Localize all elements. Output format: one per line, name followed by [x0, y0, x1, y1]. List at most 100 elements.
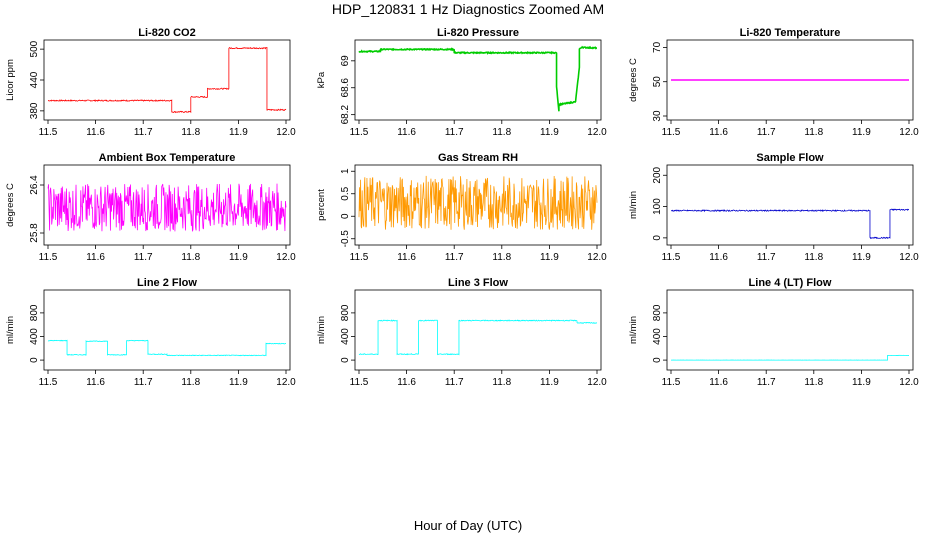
data-series-line — [47, 339, 287, 357]
panel-title: Li-820 Temperature — [740, 27, 841, 39]
x-tick-label: 11.5 — [350, 127, 369, 138]
y-tick-label: 25.8 — [29, 223, 40, 243]
x-tick-label: 11.7 — [134, 252, 153, 263]
x-tick-label: 11.7 — [445, 127, 464, 138]
y-axis-label: ml/min — [316, 316, 327, 344]
chart-panel-3: Li-820 Temperature 11.5 11.6 11.7 11.8 11.9 12… — [628, 27, 919, 138]
x-tick-label: 11.8 — [492, 252, 511, 263]
x-tick-label: 11.5 — [662, 127, 681, 138]
y-axis-label: kPa — [316, 71, 327, 88]
y-tick-label: 800 — [652, 304, 663, 321]
x-tick-label: 11.6 — [709, 377, 728, 388]
panel-frame — [354, 39, 602, 121]
x-tick-label: 11.6 — [397, 127, 416, 138]
data-series-line — [47, 183, 287, 232]
panel-title: Ambient Box Temperature — [99, 152, 236, 164]
x-tick-label: 11.5 — [662, 377, 681, 388]
x-tick-label: 11.9 — [229, 252, 248, 263]
x-tick-label: 11.8 — [181, 377, 200, 388]
x-tick-label: 11.8 — [804, 377, 823, 388]
x-tick-label: 11.6 — [397, 377, 416, 388]
y-tick-label: 30 — [652, 110, 663, 122]
y-tick-label: 50 — [652, 76, 663, 88]
y-tick-label: 440 — [29, 71, 40, 88]
y-tick-label: 68.2 — [340, 104, 351, 124]
panel-title: Sample Flow — [756, 152, 824, 164]
y-tick-label: 100 — [652, 198, 663, 215]
y-axis-label: percent — [316, 189, 327, 221]
x-tick-label: 11.7 — [757, 252, 776, 263]
chart-panel-7: Line 2 Flow 11.5 11.6 11.7 11.8 11.9 12.0 0 400 8… — [5, 277, 296, 388]
y-tick-label: 70 — [652, 41, 663, 53]
chart-panel-4: Ambient Box Temperature 11.5 11.6 11.7 11.8 1… — [5, 152, 296, 263]
x-tick-label: 11.9 — [852, 127, 871, 138]
x-tick-label: 11.9 — [852, 377, 871, 388]
x-tick-label: 11.7 — [134, 377, 153, 388]
panel-title: Gas Stream RH — [438, 152, 518, 164]
chart-panel-5: Gas Stream RH 11.5 11.6 11.7 11.8 11.9 12.0 -0.… — [316, 152, 607, 263]
y-tick-label: 0.5 — [340, 186, 351, 200]
panel-frame — [666, 289, 914, 371]
x-tick-label: 11.6 — [86, 127, 105, 138]
y-axis-label: ml/min — [5, 316, 16, 344]
panel-title: Line 3 Flow — [448, 277, 508, 289]
panel-title: Li-820 Pressure — [437, 27, 519, 39]
data-series-line — [358, 175, 598, 230]
x-tick-label: 11.5 — [39, 127, 58, 138]
x-tick-label: 12.0 — [587, 252, 607, 263]
chart-panel-6: Sample Flow 11.5 11.6 11.7 11.8 11.9 12.0 0 100 2… — [628, 152, 919, 263]
x-tick-label: 11.7 — [757, 377, 776, 388]
x-tick-label: 11.5 — [39, 377, 58, 388]
chart-panel-1: Li-820 CO2 11.5 11.6 11.7 11.8 11.9 12.0 380 440… — [5, 27, 296, 138]
y-axis-label: degrees C — [628, 58, 639, 102]
chart-panel-2: Li-820 Pressure 11.5 11.6 11.7 11.8 11.9 12.0 6… — [316, 27, 607, 138]
y-tick-label: 26.4 — [29, 175, 40, 195]
y-tick-label: 400 — [652, 328, 663, 345]
data-series-line — [47, 46, 287, 114]
x-tick-label: 11.5 — [350, 377, 369, 388]
x-tick-label: 11.9 — [540, 377, 559, 388]
x-tick-label: 11.6 — [86, 377, 105, 388]
x-tick-label: 11.6 — [86, 252, 105, 263]
panel-frame — [43, 39, 291, 121]
y-tick-label: 200 — [652, 166, 663, 183]
y-tick-label: -0.5 — [340, 230, 351, 248]
data-series-line — [670, 354, 910, 361]
x-tick-label: 12.0 — [899, 127, 919, 138]
x-tick-label: 11.6 — [397, 252, 416, 263]
x-tick-label: 11.5 — [662, 252, 681, 263]
panel-title: Line 2 Flow — [137, 277, 197, 289]
chart-panel-8: Line 3 Flow 11.5 11.6 11.7 11.8 11.9 12.0 0 400 8… — [316, 277, 607, 388]
data-series-line — [358, 45, 598, 112]
x-tick-label: 11.8 — [492, 377, 511, 388]
panel-frame — [354, 164, 602, 246]
x-tick-label: 11.8 — [804, 127, 823, 138]
x-tick-label: 11.9 — [540, 252, 559, 263]
x-tick-label: 11.8 — [492, 127, 511, 138]
y-tick-label: 800 — [340, 304, 351, 321]
y-axis-label: degrees C — [5, 183, 16, 227]
x-tick-label: 11.9 — [540, 127, 559, 138]
y-tick-label: 0 — [340, 213, 351, 219]
y-axis-label: ml/min — [628, 316, 639, 344]
panel-frame — [354, 289, 602, 371]
panel-frame — [43, 164, 291, 246]
x-tick-label: 11.6 — [709, 127, 728, 138]
y-tick-label: 69 — [340, 55, 351, 67]
y-axis-label: Licor ppm — [5, 59, 16, 101]
y-tick-label: 400 — [29, 328, 40, 345]
x-tick-label: 11.9 — [852, 252, 871, 263]
x-tick-label: 12.0 — [587, 377, 607, 388]
x-tick-label: 12.0 — [276, 252, 296, 263]
x-tick-label: 11.6 — [709, 252, 728, 263]
y-tick-label: 400 — [340, 328, 351, 345]
panel-title: Line 4 (LT) Flow — [749, 277, 832, 289]
y-tick-label: 500 — [29, 40, 40, 57]
x-axis-title: Hour of Day (UTC) — [413, 518, 523, 533]
x-tick-label: 11.5 — [350, 252, 369, 263]
x-tick-label: 11.7 — [757, 127, 776, 138]
x-tick-label: 12.0 — [899, 252, 919, 263]
x-tick-label: 11.9 — [229, 127, 248, 138]
y-axis-label: ml/min — [628, 191, 639, 219]
y-tick-label: 0 — [652, 235, 663, 241]
